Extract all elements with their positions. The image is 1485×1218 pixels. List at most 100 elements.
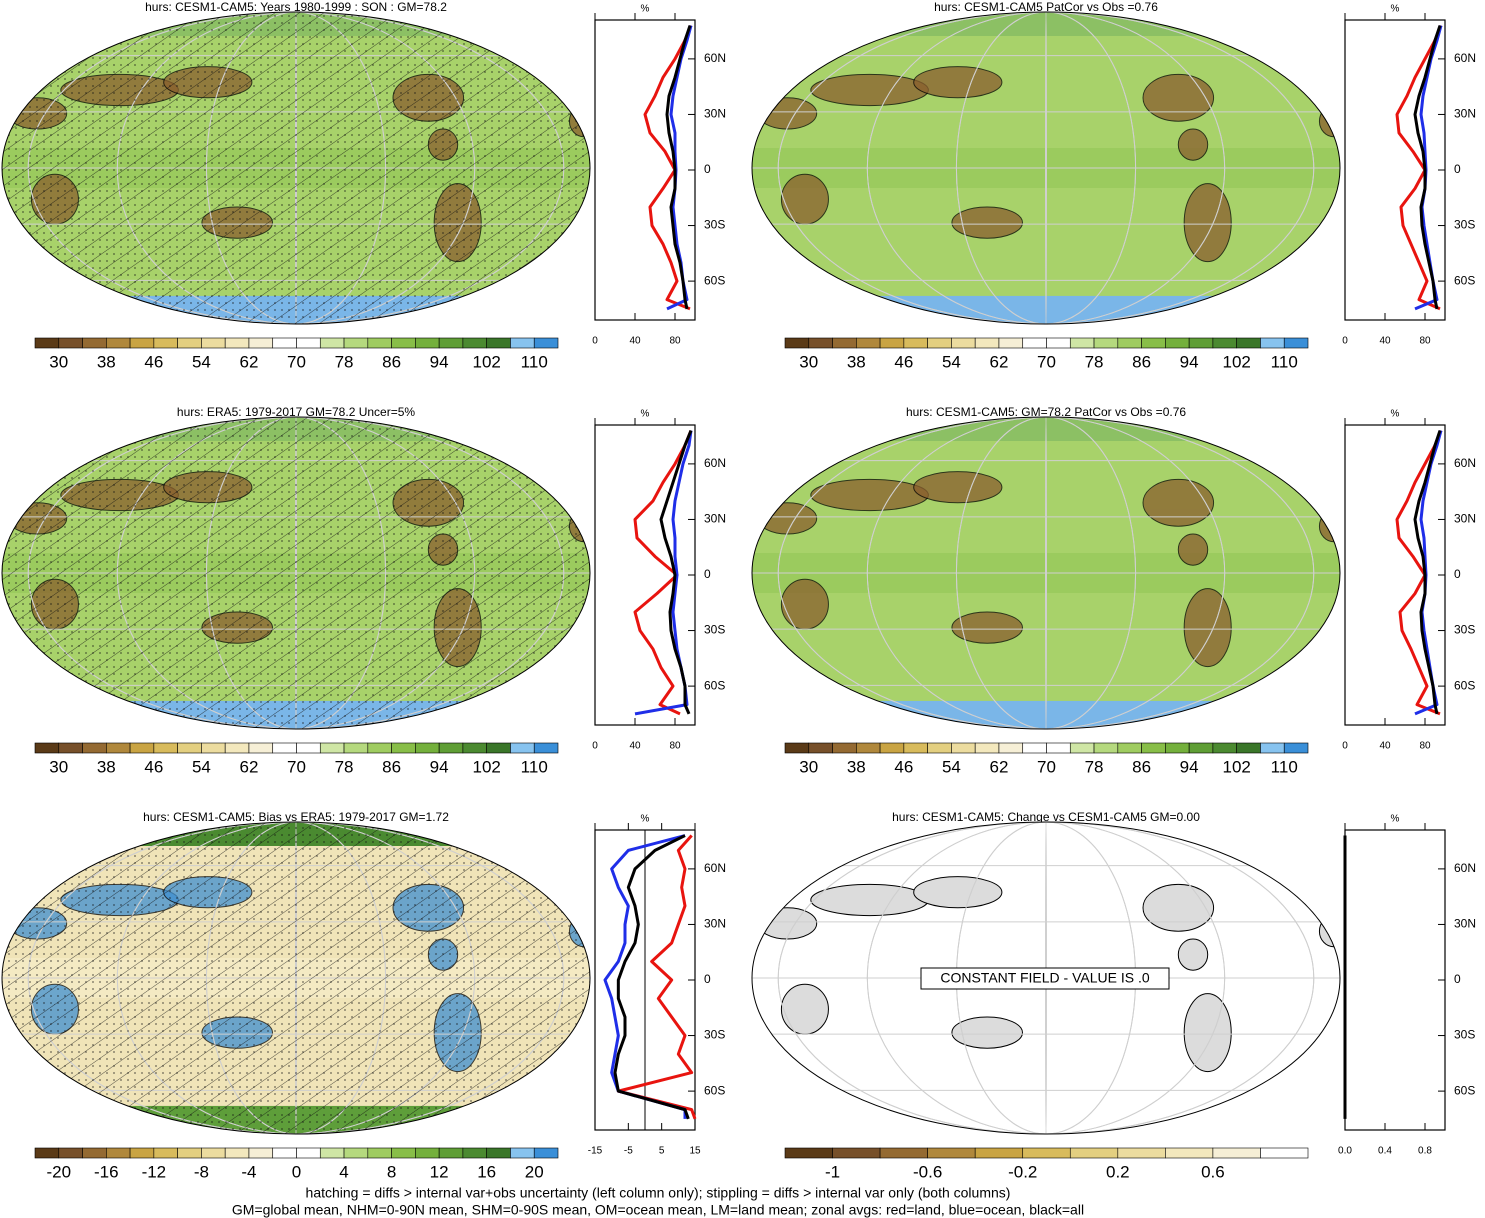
colorbar-swatch <box>1165 1147 1214 1159</box>
colorbar-swatch <box>1046 742 1071 754</box>
note: CONSTANT FIELD - VALUE IS .0 <box>940 970 1149 986</box>
y-tick-label: 60N <box>1454 456 1476 470</box>
colorbar-swatch <box>415 337 440 349</box>
colorbar-label: -4 <box>241 1162 256 1181</box>
x-tick-label: 40 <box>629 336 641 347</box>
colorbar-swatch <box>998 742 1024 754</box>
land-area <box>757 502 818 535</box>
y-tick-label: 0 <box>1454 567 1461 581</box>
colorbar-label: 62 <box>239 352 258 371</box>
y-tick-label: 60N <box>704 456 726 470</box>
colorbar-swatch <box>367 1147 392 1159</box>
graticule <box>866 822 1226 1134</box>
colorbar-label: 54 <box>192 757 211 776</box>
colorbar-swatch <box>1260 742 1285 754</box>
colorbar-label: 30 <box>49 757 68 776</box>
colorbar-swatch <box>82 1147 107 1159</box>
land-area <box>1177 533 1209 566</box>
colorbar-label: 30 <box>799 352 818 371</box>
colorbar-swatch <box>974 742 1000 754</box>
colorbar-swatch <box>1188 742 1214 754</box>
colorbar-swatch <box>106 742 131 754</box>
colorbar-label: 46 <box>894 757 913 776</box>
colorbar-swatch <box>510 1147 535 1159</box>
colorbar-swatch <box>248 1147 274 1159</box>
colorbar-swatch <box>1141 337 1166 349</box>
colorbar-swatch <box>462 337 487 349</box>
colorbar-swatch <box>510 742 535 754</box>
x-tick-label: 5 <box>659 1146 665 1157</box>
colorbar-label: 38 <box>847 352 866 371</box>
colorbar-label: 46 <box>894 352 913 371</box>
land-area <box>780 983 829 1035</box>
colorbar-label: 70 <box>287 757 306 776</box>
colorbar-swatch <box>486 1147 511 1159</box>
x-tick-label: 0.8 <box>1418 1146 1432 1157</box>
colorbar-swatch <box>82 742 107 754</box>
land-area <box>810 73 929 107</box>
map-border <box>1 416 591 730</box>
colorbar-label: -1 <box>825 1162 840 1181</box>
colorbar-swatch <box>486 742 511 754</box>
x-tick-label: 0.4 <box>1378 1146 1392 1157</box>
colorbar-swatch <box>832 1147 881 1159</box>
colorbar-swatch <box>1236 742 1261 754</box>
colorbar-swatch <box>879 1147 928 1159</box>
colorbar-swatch <box>153 337 178 349</box>
colorbar-swatch <box>34 337 60 349</box>
colorbar-label: 102 <box>1222 757 1250 776</box>
map <box>1 821 591 1135</box>
colorbar-swatch <box>903 742 928 754</box>
y-tick-label: 60N <box>1454 861 1476 875</box>
colorbar-swatch <box>367 742 392 754</box>
colorbar-label: 86 <box>382 757 401 776</box>
colorbar-label: -20 <box>46 1162 71 1181</box>
zonal-profile <box>1395 429 1443 716</box>
colorbar-swatch <box>951 337 976 349</box>
colorbar-swatch <box>1069 337 1095 349</box>
panel-title: hurs: CESM1-CAM5: Bias vs ERA5: 1979-201… <box>143 810 449 824</box>
colorbar-swatch <box>1022 1147 1071 1159</box>
graticule <box>1045 12 1047 324</box>
colorbar-label: 102 <box>472 757 500 776</box>
colorbar-swatch <box>415 742 440 754</box>
colorbar-label: -8 <box>194 1162 209 1181</box>
y-tick-label: 0 <box>1454 972 1461 986</box>
colorbar-swatch <box>438 742 464 754</box>
colorbar-swatch <box>82 337 107 349</box>
profile-unit: % <box>1391 814 1400 825</box>
colorbar-label: -12 <box>142 1162 167 1181</box>
land-area <box>951 206 1023 239</box>
land-area <box>1183 993 1232 1073</box>
map <box>1 11 591 325</box>
polar-band <box>752 700 1340 729</box>
colorbar-swatch <box>462 1147 487 1159</box>
colorbar-label: 70 <box>1037 352 1056 371</box>
colorbar-swatch <box>296 742 321 754</box>
colorbar-swatch <box>438 337 464 349</box>
colorbar-label: 0 <box>292 1162 301 1181</box>
colorbar-swatch <box>34 1147 60 1159</box>
polar-band <box>752 12 1340 36</box>
colorbar-swatch <box>367 337 392 349</box>
graticule <box>777 822 1315 1134</box>
profile-unit: % <box>1391 4 1400 15</box>
colorbar-label: 30 <box>799 757 818 776</box>
x-tick-label: 40 <box>629 741 641 752</box>
colorbar-swatch <box>1283 337 1309 349</box>
graticule <box>866 12 1226 324</box>
colorbar-swatch <box>391 742 416 754</box>
colorbar-swatch <box>177 742 202 754</box>
y-tick-label: 0 <box>1454 162 1461 176</box>
colorbar-label: 94 <box>430 352 449 371</box>
colorbar-swatch <box>319 337 345 349</box>
colorbar-swatch <box>296 337 321 349</box>
zonal-profile <box>613 834 690 1120</box>
map <box>751 11 1341 325</box>
colorbar-swatch <box>296 1147 321 1159</box>
colorbar-label: 110 <box>1271 757 1298 776</box>
map-field <box>2 822 590 1134</box>
colorbar-label: 4 <box>339 1162 348 1181</box>
colorbar-swatch <box>58 1147 83 1159</box>
x-tick-label: 0 <box>592 741 598 752</box>
